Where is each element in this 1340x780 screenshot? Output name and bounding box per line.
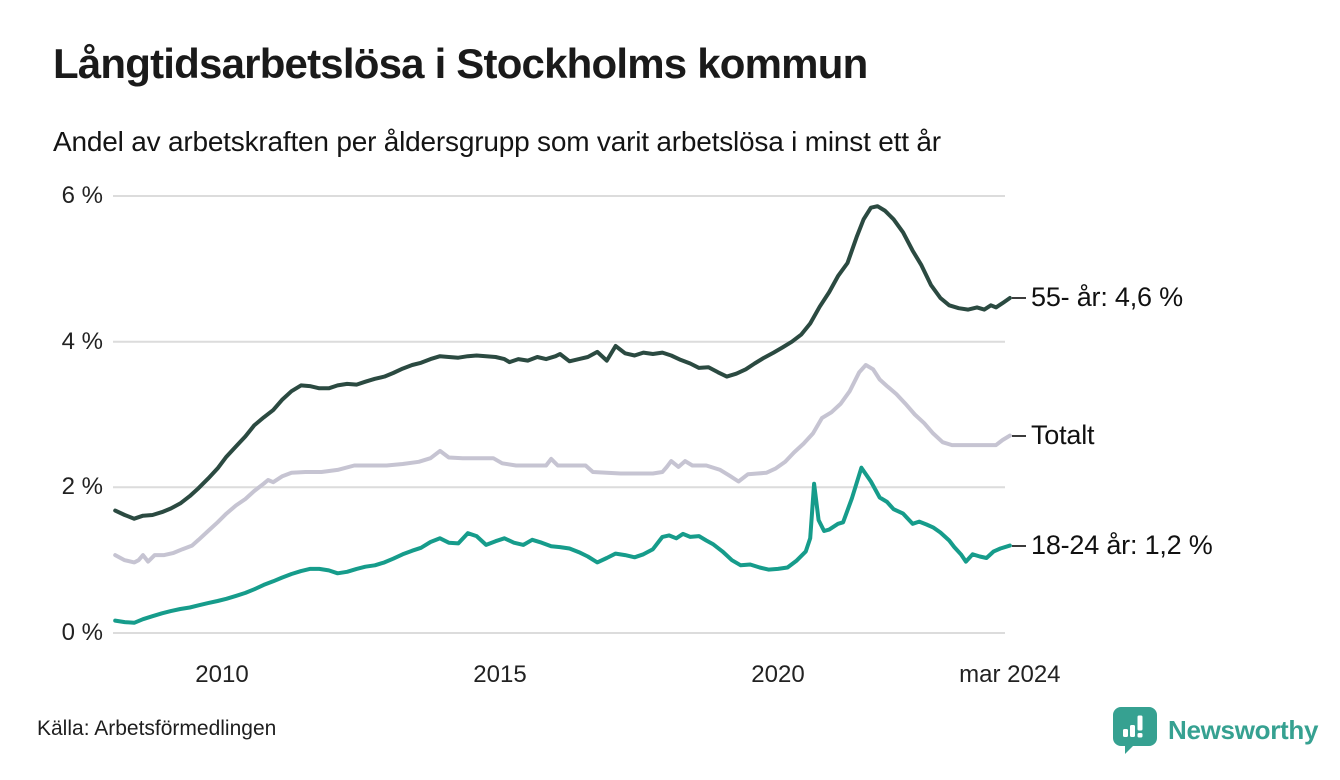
end-label-text: 18-24 år: 1,2 % <box>1031 530 1213 561</box>
series-end-label-totalt: Totalt <box>1012 419 1095 453</box>
y-axis-tick-label: 0 % <box>61 619 103 646</box>
newsworthy-wordmark: Newsworthy <box>1168 714 1319 745</box>
logo-exclamation-dot <box>1137 733 1143 738</box>
end-label-dash <box>1012 544 1026 547</box>
x-axis-tick-label: 2015 <box>473 661 527 688</box>
newsworthy-logo: Newsworthy <box>1112 704 1318 756</box>
newsworthy-logo-icon <box>1113 707 1157 754</box>
logo-bar-tall <box>1130 725 1135 737</box>
series-end-label-18-24-ar: 18-24 år: 1,2 % <box>1012 529 1213 563</box>
end-label-dash <box>1012 296 1026 299</box>
y-axis-tick-label: 6 % <box>61 182 103 209</box>
series-line-totalt <box>113 363 1012 565</box>
logo-exclamation-bar <box>1137 715 1143 731</box>
x-axis-tick-label: 2020 <box>751 661 805 688</box>
logo-bar-short <box>1123 729 1128 737</box>
chart-subtitle: Andel av arbetskraften per åldersgrupp s… <box>53 126 941 157</box>
chart-title: Långtidsarbetslösa i Stockholms kommun <box>53 40 868 87</box>
end-label-text: Totalt <box>1031 420 1095 451</box>
end-label-dash <box>1012 434 1026 437</box>
x-axis-tick-label: 2010 <box>195 661 249 688</box>
series-line-55-ar <box>113 204 1012 521</box>
series-end-label-55-ar: 55- år: 4,6 % <box>1012 281 1183 315</box>
end-label-text: 55- år: 4,6 % <box>1031 282 1183 313</box>
y-axis-tick-label: 4 % <box>61 327 103 355</box>
series-line-18-24-ar <box>113 465 1012 625</box>
x-axis-tick-label: mar 2024 <box>959 661 1061 688</box>
y-axis-tick-label: 2 % <box>61 473 103 501</box>
source-note: Källa: Arbetsförmedlingen <box>37 717 277 740</box>
